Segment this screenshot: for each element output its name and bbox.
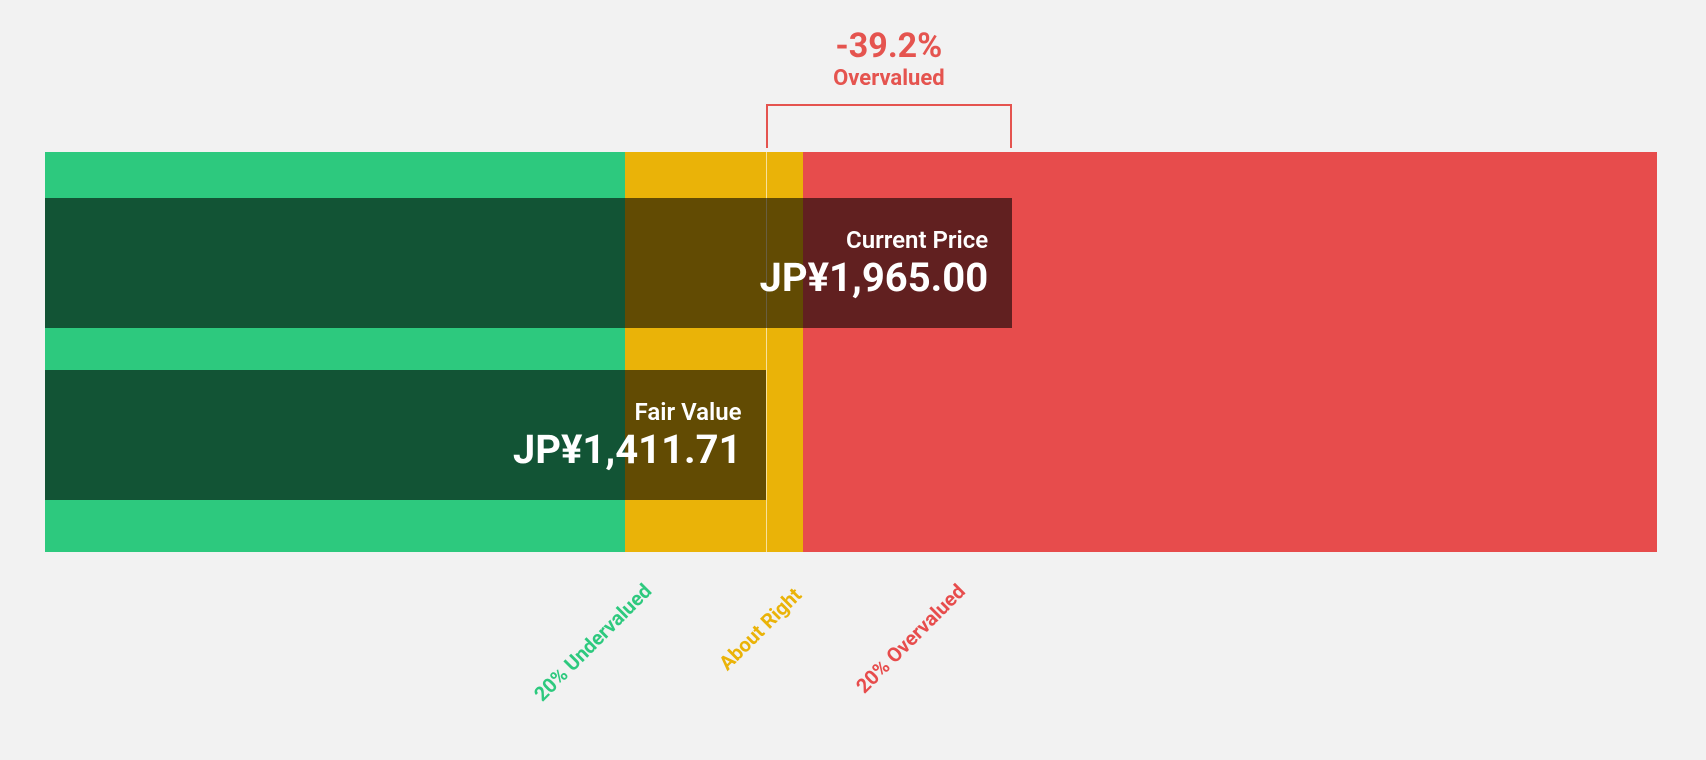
axis-label-about-right: About Right	[714, 582, 806, 674]
valuation-status: Overvalued	[739, 66, 1039, 91]
current-price-value: JP¥1,965.00	[759, 254, 988, 301]
valuation-pct: -39.2%	[739, 26, 1039, 66]
fair-value-label: Fair Value	[635, 398, 742, 426]
fair-value-value: JP¥1,411.71	[513, 426, 742, 473]
axis-label-undervalued: 20% Undervalued	[529, 578, 656, 705]
current-price-label: Current Price	[846, 226, 988, 254]
fair-value-bar: Fair Value JP¥1,411.71	[45, 370, 766, 500]
valuation-header: -39.2% Overvalued	[739, 26, 1039, 91]
valuation-chart: -39.2% Overvalued Current Price JP¥1,965…	[45, 152, 1657, 552]
axis-label-overvalued: 20% Overvalued	[851, 579, 970, 698]
valuation-bracket	[766, 104, 1013, 148]
current-price-bar: Current Price JP¥1,965.00	[45, 198, 1012, 328]
